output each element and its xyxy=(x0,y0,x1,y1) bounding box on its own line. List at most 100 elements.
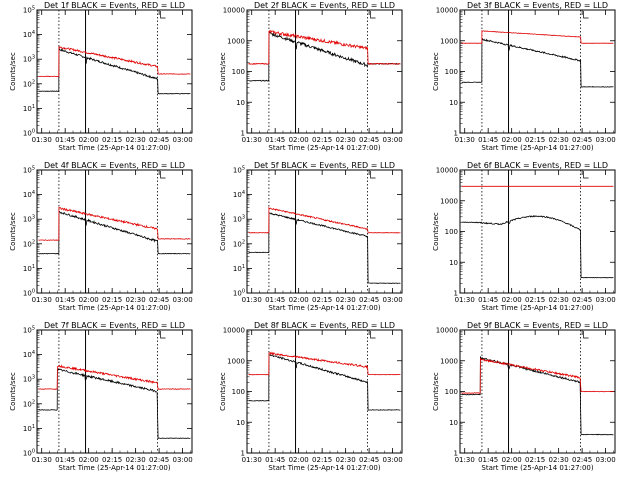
x-tick-label: 02:15 xyxy=(102,456,122,464)
panel-title: Det 6f BLACK = Events, RED = LLD xyxy=(467,161,608,170)
y-tick-label: 102 xyxy=(23,79,35,88)
end-flag-marker xyxy=(370,331,376,339)
events-series-line xyxy=(38,368,191,440)
y-tick-label: 1 xyxy=(454,450,458,458)
y-tick-label: 103 xyxy=(23,215,35,224)
x-tick-label: 01:30 xyxy=(455,456,475,464)
x-tick-label: 02:30 xyxy=(126,136,146,144)
x-tick-label: 02:15 xyxy=(525,296,545,304)
y-tick-label: 1000 xyxy=(227,357,245,365)
end-flag-marker xyxy=(583,11,589,19)
y-tick-label: 101 xyxy=(23,424,35,433)
x-tick-label: 03:00 xyxy=(596,296,616,304)
y-tick-label: 103 xyxy=(23,375,35,384)
events-series-line xyxy=(248,354,401,411)
y-tick-label: 105 xyxy=(233,166,245,175)
y-tick-label: 105 xyxy=(23,6,35,15)
x-tick-label: 02:15 xyxy=(102,296,122,304)
x-tick-label: 02:15 xyxy=(525,136,545,144)
x-tick-label: 01:30 xyxy=(242,136,262,144)
x-tick-label: 01:45 xyxy=(55,456,75,464)
y-axis-label: Counts/sec xyxy=(219,372,227,411)
x-tick-label: 02:30 xyxy=(549,136,569,144)
y-tick-label: 101 xyxy=(23,264,35,273)
x-tick-label: 01:30 xyxy=(242,296,262,304)
y-tick-label: 100 xyxy=(23,289,35,298)
y-tick-label: 105 xyxy=(23,326,35,335)
lld-series-line xyxy=(461,30,614,44)
x-tick-label: 02:00 xyxy=(502,456,522,464)
y-tick-label: 101 xyxy=(23,104,35,113)
x-tick-label: 01:30 xyxy=(32,296,52,304)
lld-series-line xyxy=(38,206,191,241)
panel-title: Det 1f BLACK = Events, RED = LLD xyxy=(44,1,185,10)
x-tick-label: 03:00 xyxy=(596,456,616,464)
plot-frame xyxy=(459,9,616,134)
x-tick-label: 02:45 xyxy=(572,296,592,304)
end-flag-marker xyxy=(160,11,166,19)
x-tick-label: 01:30 xyxy=(32,136,52,144)
y-axis-label: Counts/sec xyxy=(9,372,17,411)
x-tick-label: 02:00 xyxy=(289,456,309,464)
events-series-line xyxy=(38,48,191,95)
lld-series-line xyxy=(248,206,401,234)
x-tick-label: 02:15 xyxy=(312,296,332,304)
panel-det-1: Det 1f BLACK = Events, RED = LLD 100 101 10… xyxy=(9,1,193,152)
y-tick-label: 10000 xyxy=(223,7,245,15)
x-tick-label: 02:30 xyxy=(549,296,569,304)
x-tick-label: 02:30 xyxy=(126,296,146,304)
x-tick-label: 02:45 xyxy=(149,136,169,144)
x-tick-label: 02:45 xyxy=(149,296,169,304)
plot-frame xyxy=(246,169,403,294)
y-tick-label: 100 xyxy=(23,129,35,138)
x-tick-label: 03:00 xyxy=(173,296,193,304)
y-tick-label: 104 xyxy=(23,190,35,199)
y-axis-label: Counts/sec xyxy=(432,372,440,411)
y-tick-label: 10000 xyxy=(436,327,458,335)
x-tick-label: 02:00 xyxy=(79,456,99,464)
x-tick-label: 01:45 xyxy=(265,136,285,144)
y-tick-label: 10000 xyxy=(436,167,458,175)
plot-frame xyxy=(246,329,403,454)
events-series-line xyxy=(248,212,401,284)
x-tick-label: 01:30 xyxy=(242,456,262,464)
y-tick-label: 1 xyxy=(241,130,245,138)
x-tick-label: 01:45 xyxy=(265,456,285,464)
x-axis-label: Start Time (25-Apr-14 01:27:00) xyxy=(481,464,593,472)
x-tick-label: 01:30 xyxy=(32,456,52,464)
plot-frame xyxy=(36,9,193,134)
events-series-line xyxy=(38,210,191,255)
x-tick-label: 03:00 xyxy=(383,296,403,304)
x-axis-label: Start Time (25-Apr-14 01:27:00) xyxy=(58,144,170,152)
y-tick-label: 102 xyxy=(23,239,35,248)
plot-frame xyxy=(36,169,193,294)
x-axis-label: Start Time (25-Apr-14 01:27:00) xyxy=(481,144,593,152)
x-axis-label: Start Time (25-Apr-14 01:27:00) xyxy=(481,304,593,312)
lld-series-line xyxy=(248,29,401,65)
y-tick-label: 100 xyxy=(232,388,245,396)
x-tick-label: 02:00 xyxy=(502,136,522,144)
x-tick-label: 02:45 xyxy=(572,456,592,464)
x-tick-label: 02:00 xyxy=(289,296,309,304)
panel-det-6: Det 6f BLACK = Events, RED = LLD 1 10 100 10… xyxy=(432,161,616,312)
y-tick-label: 103 xyxy=(233,215,245,224)
lld-series-line xyxy=(248,351,401,376)
y-axis-label: Counts/sec xyxy=(432,52,440,91)
y-tick-label: 101 xyxy=(233,264,245,273)
x-tick-label: 02:45 xyxy=(359,136,379,144)
x-tick-label: 01:45 xyxy=(478,136,498,144)
y-tick-label: 10 xyxy=(449,419,458,427)
panel-title: Det 4f BLACK = Events, RED = LLD xyxy=(44,161,185,170)
x-tick-label: 01:30 xyxy=(455,136,475,144)
x-tick-label: 01:45 xyxy=(265,296,285,304)
panel-title: Det 9f BLACK = Events, RED = LLD xyxy=(467,321,608,330)
panel-det-3: Det 3f BLACK = Events, RED = LLD 1 10 100 10… xyxy=(432,1,616,152)
x-axis-label: Start Time (25-Apr-14 01:27:00) xyxy=(268,144,380,152)
x-tick-label: 03:00 xyxy=(383,456,403,464)
end-flag-marker xyxy=(583,331,589,339)
panel-det-9: Det 9f BLACK = Events, RED = LLD 1 10 100 10… xyxy=(432,321,616,472)
end-flag-marker xyxy=(160,171,166,179)
y-tick-label: 1 xyxy=(454,290,458,298)
panel-det-4: Det 4f BLACK = Events, RED = LLD 100 101 10… xyxy=(9,161,193,312)
y-tick-label: 100 xyxy=(445,388,458,396)
